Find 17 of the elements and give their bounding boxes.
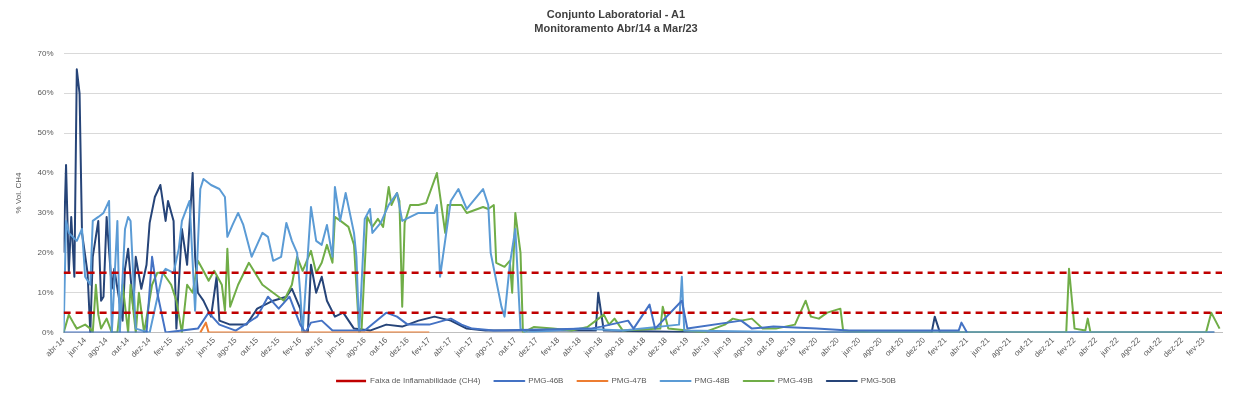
y-tick-label: 70% [37, 48, 54, 58]
legend-label: PMG-50B [860, 376, 896, 386]
y-tick-label: 50% [37, 128, 54, 138]
chart-subtitle: Monitoramento Abr/14 a Mar/23 [534, 21, 698, 34]
y-tick-label: 60% [37, 88, 54, 98]
legend-label: Faixa de Inflamabilidade (CH4) [370, 376, 481, 386]
y-tick-label: 10% [37, 287, 54, 297]
legend-label: PMG-48B [694, 376, 730, 386]
y-tick-label: 30% [37, 208, 54, 218]
y-tick-label: 20% [37, 248, 54, 258]
y-axis-title: % Vol. CH4 [14, 171, 23, 214]
chart-title: Conjunto Laboratorial - A1 [546, 7, 686, 20]
legend-label: PMG-47B [611, 376, 647, 386]
y-tick-label: 0% [42, 327, 54, 337]
legend-label: PMG-49B [777, 376, 813, 386]
y-tick-label: 40% [37, 168, 54, 178]
legend-label: PMG-46B [528, 376, 564, 386]
